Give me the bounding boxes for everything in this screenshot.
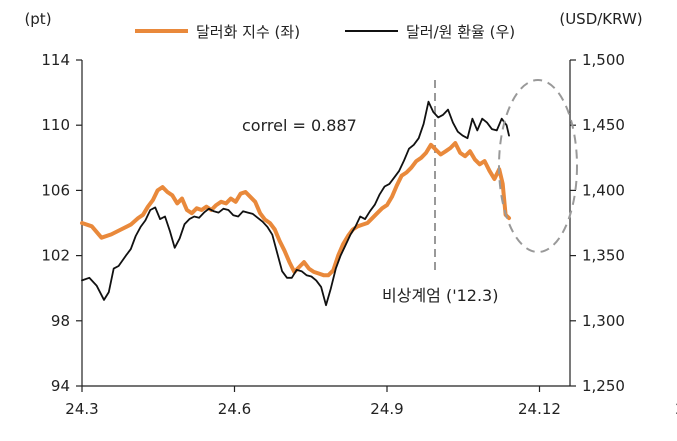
axes <box>81 60 571 387</box>
dollar-index-line <box>80 141 511 278</box>
x-tick-label: 24.3 <box>65 400 98 418</box>
usdkrw-line <box>81 100 510 307</box>
right-axis-ticks: 1,250 1,300 1,350 1,400 1,450 1,500 <box>570 51 625 395</box>
series-layer <box>80 100 511 307</box>
right-tick-label: 1,350 <box>582 247 625 265</box>
right-tick-label: 1,250 <box>582 377 625 395</box>
x-tick-label: 24.12 <box>518 400 561 418</box>
left-axis-ticks: 94 98 102 106 110 114 <box>41 51 82 395</box>
right-axis-unit: (USD/KRW) <box>559 10 642 28</box>
x-tick-label: 24.6 <box>218 400 251 418</box>
x-tick-label: 24.9 <box>370 400 403 418</box>
left-tick-label: 98 <box>51 312 70 330</box>
left-axis-unit: (pt) <box>24 10 51 28</box>
left-tick-label: 106 <box>41 181 70 199</box>
legend: 달러화 지수 (좌) 달러/원 환율 (우) <box>135 23 515 41</box>
right-tick-label: 1,400 <box>582 181 625 199</box>
legend-label-dollar-index: 달러화 지수 (좌) <box>196 23 300 41</box>
right-tick-label: 1,300 <box>582 312 625 330</box>
x-tick-label: 25.3 <box>675 400 677 418</box>
correl-annotation: correl = 0.887 <box>242 116 357 135</box>
right-tick-label: 1,500 <box>582 51 625 69</box>
highlight-ellipse <box>498 79 578 253</box>
left-tick-label: 110 <box>41 116 70 134</box>
x-axis-ticks: 24.3 24.6 24.9 24.12 25.3 <box>65 386 677 418</box>
left-tick-label: 102 <box>41 247 70 265</box>
right-tick-label: 1,450 <box>582 116 625 134</box>
left-tick-label: 114 <box>41 51 70 69</box>
legend-label-usdkrw: 달러/원 환율 (우) <box>406 23 515 41</box>
left-tick-label: 94 <box>51 377 70 395</box>
martial-law-annotation: 비상계엄 ('12.3) <box>382 286 498 305</box>
